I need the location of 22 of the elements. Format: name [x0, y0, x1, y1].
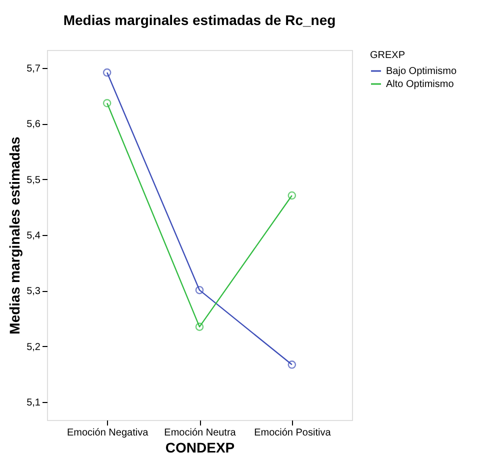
y-tick-label: 5,4 [26, 230, 41, 242]
point [195, 286, 204, 294]
y-tick-label: 5,2 [26, 342, 41, 353]
y-tick-label: 5,1 [26, 397, 41, 408]
chart-title: Medias marginales estimadas de Rc_neg [63, 12, 336, 28]
y-tick-label: 5,7 [26, 64, 41, 75]
point [288, 360, 296, 369]
x-tick-label: Emoción Positiva [254, 428, 332, 438]
y-tick-label: 5,3 [26, 286, 41, 298]
y-tick-label: 5,5 [26, 174, 41, 186]
x-tick-label: Emoción Neutra [164, 428, 236, 438]
legend-label: Bajo Optimismo [386, 66, 458, 77]
point [288, 191, 296, 200]
point [102, 99, 112, 108]
y-tick-label: 5,6 [26, 119, 41, 130]
x-axis-title: CONDEXP [165, 440, 235, 456]
point [195, 322, 204, 331]
point [102, 68, 112, 77]
legend-label: Alto Optimismo [386, 79, 454, 90]
y-axis-title: Medias marginales estimadas [6, 136, 23, 334]
legend-title: GREXP [370, 50, 406, 61]
x-tick-label: Emoción Negativa [67, 428, 149, 438]
